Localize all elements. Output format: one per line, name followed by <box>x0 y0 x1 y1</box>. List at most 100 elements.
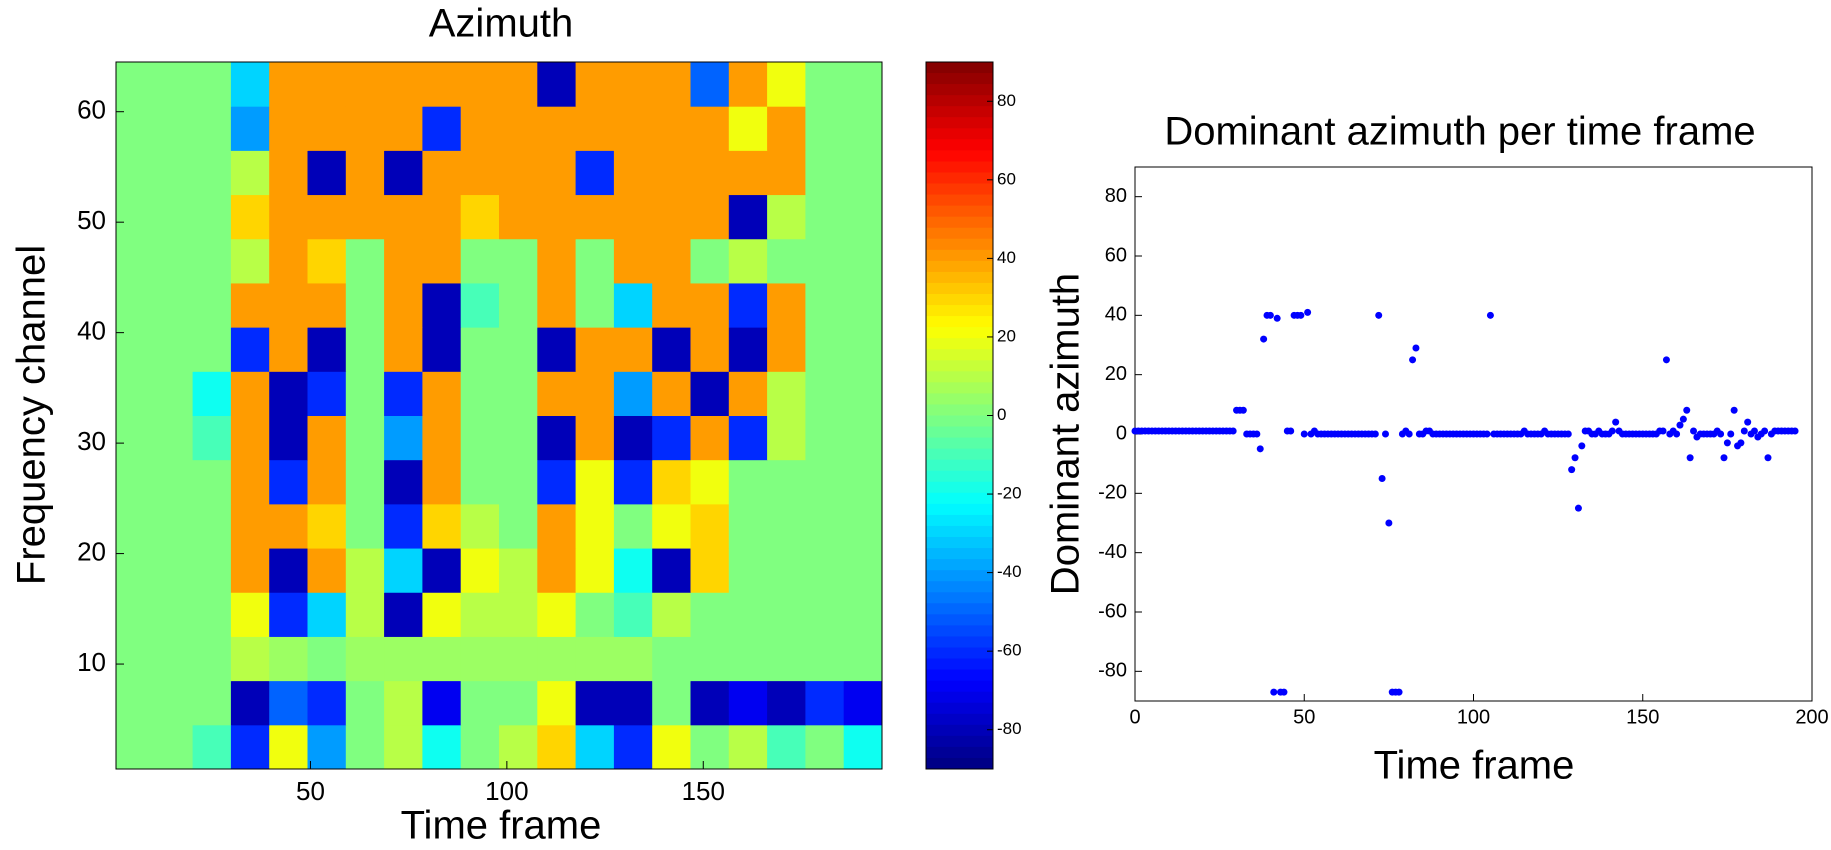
colorbar-tick-label: 40 <box>997 248 1016 267</box>
heatmap-cell <box>230 548 270 593</box>
heatmap-cell <box>575 592 615 637</box>
x-tick-label: 50 <box>1293 706 1315 728</box>
heatmap-cell <box>690 238 730 284</box>
heatmap-cell <box>537 548 577 593</box>
scatter-point <box>1574 504 1582 512</box>
colorbar-step <box>926 702 993 715</box>
heatmap-cell <box>154 62 194 107</box>
heatmap-cell <box>230 459 270 505</box>
heatmap-cell <box>575 194 615 240</box>
colorbar-step <box>926 525 993 538</box>
heatmap-cell <box>843 592 883 637</box>
colorbar-step <box>926 503 993 516</box>
heatmap-cell <box>192 680 232 726</box>
heatmap-cell <box>422 636 462 682</box>
y-tick-label: 0 <box>1116 422 1127 444</box>
heatmap-cell <box>307 503 347 549</box>
heatmap-cell <box>613 282 653 328</box>
heatmap-cell <box>422 503 462 549</box>
heatmap-cell <box>613 548 653 593</box>
colorbar-step <box>926 735 993 748</box>
colorbar-step <box>926 316 993 328</box>
heatmap-cell <box>652 106 691 151</box>
heatmap-cell <box>154 680 194 726</box>
heatmap-cell <box>460 415 500 461</box>
heatmap-cell <box>307 680 347 726</box>
heatmap-cell <box>307 592 347 637</box>
heatmap-cell <box>690 62 730 107</box>
heatmap-cell <box>269 503 308 549</box>
colorbar-step <box>926 393 993 405</box>
heatmap-cell <box>345 327 385 372</box>
colorbar-step <box>926 382 993 394</box>
heatmap-cell <box>499 724 538 770</box>
colorbar-step <box>926 603 993 615</box>
heatmap-cell <box>116 680 155 726</box>
heatmap-cell <box>537 371 577 416</box>
heatmap-cell <box>728 548 768 593</box>
colorbar-step <box>926 669 993 682</box>
colorbar-step <box>926 548 993 560</box>
heatmap-cell <box>345 680 385 726</box>
heatmap-cell <box>843 194 883 240</box>
y-tick-label: 60 <box>77 95 106 125</box>
heatmap-cell <box>192 327 232 372</box>
heatmap-cell <box>422 371 462 416</box>
heatmap-cell <box>843 282 883 328</box>
heatmap-cell <box>499 636 538 682</box>
heatmap-cell <box>652 724 691 770</box>
heatmap-cell <box>230 592 270 637</box>
colorbar-step <box>926 260 993 273</box>
scatter-point <box>1683 406 1691 414</box>
heatmap-cell <box>230 327 270 372</box>
y-tick-label: -20 <box>1098 482 1127 504</box>
heatmap-cell <box>499 106 538 151</box>
scatter-point <box>1673 430 1681 438</box>
heatmap-cell <box>269 415 308 461</box>
heatmap-cell <box>805 150 845 196</box>
scatter-point <box>1253 430 1261 438</box>
heatmap-cell <box>422 150 462 196</box>
y-tick-label: 20 <box>77 536 106 566</box>
colorbar-step <box>926 95 993 107</box>
heatmap-cell <box>613 636 653 682</box>
heatmap-cell <box>307 106 347 151</box>
heatmap-cell <box>269 282 308 328</box>
colorbar-step <box>926 183 993 196</box>
colorbar-step <box>926 305 993 317</box>
heatmap-cell <box>384 62 423 107</box>
heatmap-cell <box>843 371 883 416</box>
heatmap-cell <box>116 592 155 637</box>
heatmap-cell <box>537 327 577 372</box>
heatmap-cell <box>192 548 232 593</box>
heatmap-cell <box>805 548 845 593</box>
colorbar-step <box>926 282 993 295</box>
heatmap-cell <box>460 503 500 549</box>
heatmap-cell <box>345 194 385 240</box>
y-tick-label: 50 <box>77 205 106 235</box>
scatter-point <box>1266 311 1274 319</box>
colorbar-step <box>926 238 993 251</box>
heatmap-cell <box>613 724 653 770</box>
heatmap-cell <box>269 327 308 372</box>
colorbar-step <box>926 437 993 450</box>
heatmap-cell <box>269 106 308 151</box>
heatmap-cell <box>422 724 462 770</box>
heatmap-cell <box>192 150 232 196</box>
heatmap-cell <box>537 282 577 328</box>
heatmap-cell <box>230 194 270 240</box>
heatmap-cell <box>652 592 691 637</box>
scatter-point <box>1791 427 1799 435</box>
colorbar-tick-label: 60 <box>997 169 1016 188</box>
heatmap-cell <box>422 459 462 505</box>
heatmap-cell <box>307 371 347 416</box>
heatmap-cell <box>575 548 615 593</box>
heatmap-cell <box>805 592 845 637</box>
heatmap-cell <box>307 548 347 593</box>
heatmap-cell <box>460 282 500 328</box>
heatmap-cell <box>575 415 615 461</box>
heatmap-cell <box>384 724 423 770</box>
colorbar-step <box>926 349 993 361</box>
heatmap-cell <box>728 106 768 151</box>
heatmap-cell <box>805 503 845 549</box>
